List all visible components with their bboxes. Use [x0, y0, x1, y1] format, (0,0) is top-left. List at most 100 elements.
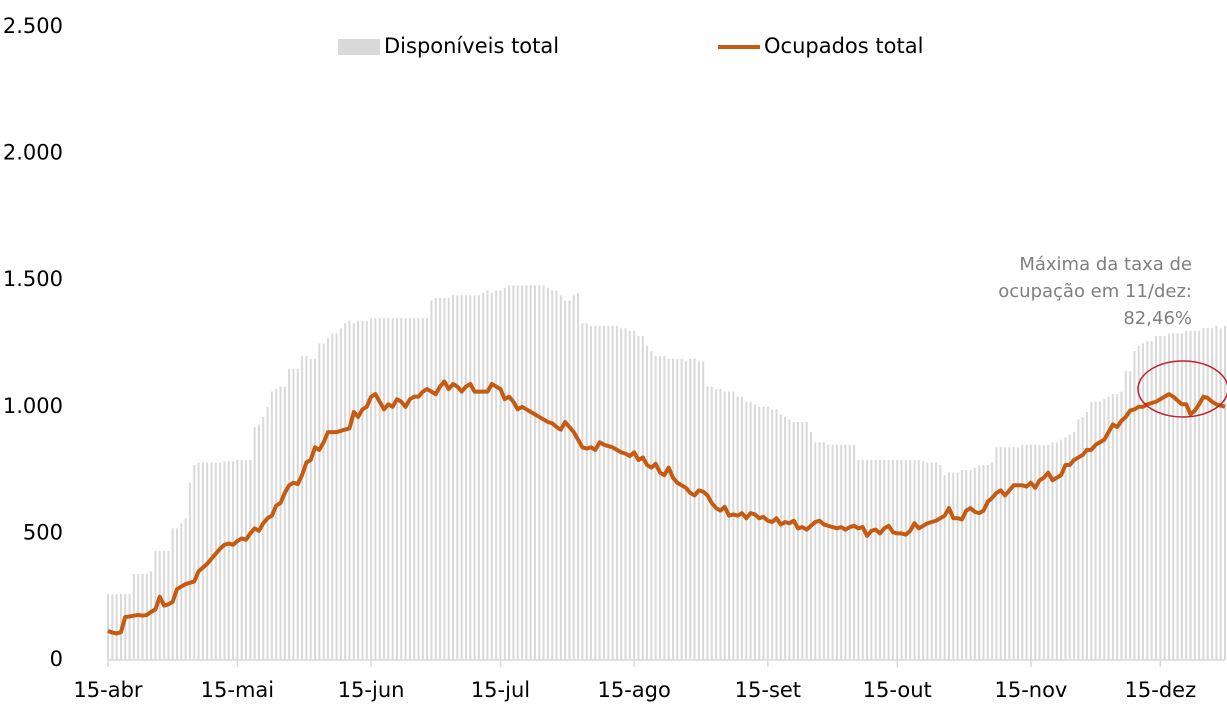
bar — [684, 361, 687, 660]
bar — [654, 356, 657, 660]
bar — [538, 285, 541, 660]
bar — [236, 459, 239, 660]
bar — [620, 328, 623, 660]
bar — [395, 318, 398, 660]
bar — [1077, 419, 1080, 660]
bar — [426, 318, 429, 660]
bar — [904, 459, 907, 660]
bar — [490, 292, 493, 660]
bar — [719, 389, 722, 660]
bar — [309, 358, 312, 660]
bar — [279, 386, 282, 660]
bar — [848, 444, 851, 660]
bar — [697, 361, 700, 660]
bar — [650, 351, 653, 660]
bar — [1068, 434, 1071, 660]
bar — [227, 461, 230, 660]
bar — [1120, 391, 1123, 660]
bar — [447, 297, 450, 660]
bar — [1051, 442, 1054, 660]
bar — [318, 343, 321, 660]
bar — [628, 330, 631, 660]
legend-label: Ocupados total — [764, 34, 923, 58]
bar — [477, 295, 480, 660]
bar — [753, 404, 756, 660]
bar — [188, 482, 191, 660]
y-tick-label: 2.000 — [3, 141, 63, 165]
bar — [546, 287, 549, 660]
bar — [1142, 343, 1145, 660]
bar — [797, 421, 800, 660]
bar — [1111, 394, 1114, 660]
bar — [374, 318, 377, 660]
bar — [521, 285, 524, 660]
bar — [956, 472, 959, 660]
bar — [736, 396, 739, 660]
bar — [1137, 346, 1140, 660]
bar — [223, 461, 226, 660]
bar — [835, 444, 838, 660]
annotation: 82,46% — [1123, 308, 1192, 329]
bar — [1211, 328, 1214, 660]
bar — [413, 318, 416, 660]
bar — [240, 459, 243, 660]
bar — [935, 462, 938, 660]
bar — [624, 328, 627, 660]
x-tick-label: 15-ago — [597, 678, 670, 702]
bar — [499, 290, 502, 660]
bar — [732, 391, 735, 660]
bar — [827, 444, 830, 660]
bar — [555, 290, 558, 660]
bar — [128, 594, 131, 660]
bar — [1189, 330, 1192, 660]
bar — [283, 386, 286, 660]
bar — [469, 295, 472, 660]
bar — [288, 368, 291, 660]
bar — [874, 459, 877, 660]
bar — [387, 318, 390, 660]
bar — [305, 356, 308, 660]
bar — [922, 461, 925, 660]
bar — [896, 459, 899, 660]
bar — [357, 320, 360, 660]
bar — [124, 594, 127, 660]
bar — [482, 292, 485, 660]
bar — [214, 462, 217, 660]
bar — [771, 409, 774, 660]
bar — [1146, 340, 1149, 660]
bar — [430, 300, 433, 660]
bar — [275, 389, 278, 660]
bar — [1202, 328, 1205, 660]
bar — [150, 571, 153, 660]
bar — [659, 356, 662, 660]
bar — [533, 285, 536, 660]
bar — [1081, 416, 1084, 660]
bar — [219, 462, 222, 660]
bar — [857, 459, 860, 660]
bar — [1124, 371, 1127, 660]
bar — [840, 444, 843, 660]
bar — [1193, 330, 1196, 660]
bar — [1085, 411, 1088, 660]
line — [107, 379, 1226, 636]
bar — [516, 285, 519, 660]
bar — [331, 333, 334, 660]
bar — [689, 358, 692, 660]
bar — [1215, 325, 1218, 660]
bar — [745, 401, 748, 660]
y-tick-label: 500 — [23, 520, 63, 544]
bar — [1012, 447, 1015, 660]
bar — [861, 459, 864, 660]
bar — [590, 325, 593, 660]
bar — [775, 409, 778, 660]
bar — [572, 295, 575, 660]
bar — [344, 323, 347, 660]
x-tick-label: 15-out — [863, 678, 932, 702]
bar — [249, 459, 252, 660]
bar — [115, 594, 118, 660]
bar — [978, 465, 981, 660]
bar — [158, 551, 161, 660]
bar — [348, 320, 351, 660]
